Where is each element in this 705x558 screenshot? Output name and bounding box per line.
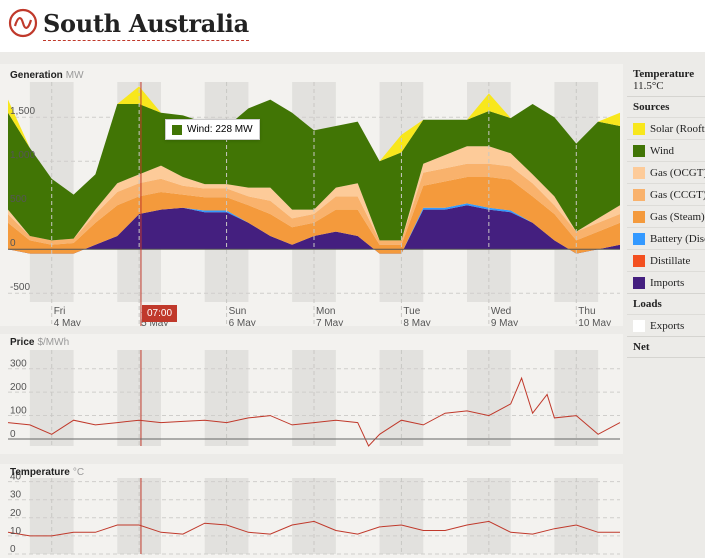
y-tick-label: 500 — [10, 194, 27, 205]
x-tick-date: 8 May — [403, 318, 430, 326]
y-tick-label: 30 — [10, 490, 22, 501]
legend-label: Gas (Steam) — [650, 210, 705, 223]
price-title-text: Price — [10, 337, 35, 348]
legend-label: Gas (CCGT) — [650, 188, 705, 201]
generation-title-text: Generation — [10, 70, 63, 81]
x-tick-day: Sun — [229, 306, 247, 317]
x-tick-day: Thu — [578, 306, 595, 317]
y-tick-label: -500 — [10, 282, 30, 293]
line-temperature[interactable] — [7, 520, 620, 537]
line-price[interactable] — [7, 376, 621, 447]
y-tick-label: 200 — [10, 382, 27, 393]
legend-source-battery-discharging[interactable]: Battery (Discharging) — [627, 227, 705, 249]
legend-net-heading: Net — [633, 341, 650, 353]
legend-temperature-value: 11.5°C — [633, 80, 664, 92]
price-chart-title: Price $/MWh — [10, 337, 69, 348]
legend-label: Solar (Rooftop) — [650, 122, 705, 135]
y-tick-label: 0 — [10, 238, 16, 249]
x-tick-date: 7 May — [316, 318, 343, 326]
x-tick-day: Mon — [316, 306, 335, 317]
tooltip-text: Wind: 228 MW — [187, 124, 253, 135]
price-chart-panel: 300 200 100 0 Price $/MWh — [0, 334, 623, 454]
legend-loads-heading: Loads — [633, 298, 662, 310]
y-tick-label: 20 — [10, 508, 22, 519]
x-tick-date: 5 May — [141, 318, 168, 326]
legend-swatch — [633, 144, 645, 157]
legend-sources-heading: Sources — [633, 101, 670, 113]
x-tick-day: Fri — [54, 306, 66, 317]
legend-source-imports[interactable]: Imports — [627, 271, 705, 293]
temperature-title-text: Temperature — [10, 467, 70, 478]
legend-source-gas-ocgt[interactable]: Gas (OCGT) — [627, 161, 705, 183]
legend-source-gas-steam[interactable]: Gas (Steam) — [627, 205, 705, 227]
legend-sources-list: Solar (Rooftop) Wind Gas (OCGT) Gas (CCGT) G… — [627, 117, 705, 293]
legend-label: Gas (OCGT) — [650, 166, 705, 179]
x-tick-day: Wed — [491, 306, 511, 317]
area-gas-ocgt[interactable] — [8, 146, 620, 241]
temperature-unit: °C — [72, 467, 85, 478]
legend-swatch — [633, 210, 645, 223]
legend-label: Imports — [650, 276, 685, 289]
legend-label: Wind — [650, 144, 674, 157]
temperature-chart-title: Temperature °C — [10, 467, 84, 478]
y-tick-label: 300 — [10, 359, 27, 370]
cursor-time-badge: 07:00 — [142, 305, 178, 322]
legend-swatch — [633, 254, 645, 267]
temperature-chart-panel: 40 30 20 10 0 Temperature °C — [0, 464, 623, 558]
legend-source-solar-rooftop[interactable]: Solar (Rooftop) — [627, 117, 705, 139]
price-chart[interactable]: 300 200 100 0 — [0, 334, 623, 454]
legend-label: Battery (Discharging) — [650, 232, 705, 245]
page-header: South Australia — [0, 0, 705, 52]
legend-swatch — [633, 188, 645, 201]
logo-icon[interactable] — [8, 8, 38, 38]
hover-tooltip: Wind: 228 MW — [165, 119, 260, 140]
page-title[interactable]: South Australia — [43, 8, 249, 41]
legend-loads-list: Exports — [627, 314, 705, 336]
area-gas-steam[interactable] — [8, 177, 620, 254]
y-tick-label: 100 — [10, 406, 27, 417]
x-tick-date: 4 May — [54, 318, 81, 326]
x-tick-date: 9 May — [491, 318, 518, 326]
y-tick-label: 1,500 — [10, 106, 35, 117]
y-tick-label: 0 — [10, 544, 16, 555]
area-gas-ccgt[interactable] — [8, 163, 620, 245]
legend-swatch — [633, 166, 645, 179]
area-imports[interactable] — [8, 205, 620, 254]
legend-swatch — [633, 122, 645, 135]
legend-swatch — [633, 276, 645, 289]
legend-swatch — [633, 319, 645, 332]
y-tick-label: 10 — [10, 526, 22, 537]
legend-load-exports[interactable]: Exports — [627, 314, 705, 336]
x-tick-date: 10 May — [578, 318, 611, 326]
x-tick-date: 6 May — [229, 318, 256, 326]
generation-unit: MW — [65, 70, 84, 81]
legend-label: Distillate — [650, 254, 691, 267]
legend-source-wind[interactable]: Wind — [627, 139, 705, 161]
y-tick-label: 1,000 — [10, 150, 35, 161]
legend-source-gas-ccgt[interactable]: Gas (CCGT) — [627, 183, 705, 205]
legend-temperature-heading: Temperature — [633, 68, 695, 80]
tooltip-swatch — [172, 124, 182, 135]
temperature-chart[interactable]: 40 30 20 10 0 — [0, 464, 623, 558]
x-tick-day: Tue — [403, 306, 420, 317]
legend-label: Exports — [650, 319, 685, 332]
legend-source-distillate[interactable]: Distillate — [627, 249, 705, 271]
legend-panel: Temperature 11.5°C Sources Solar (Roofto… — [627, 64, 705, 558]
legend-swatch — [633, 232, 645, 245]
price-unit: $/MWh — [37, 337, 70, 348]
y-tick-label: 0 — [10, 429, 16, 440]
y-tick-label: 40 — [10, 472, 22, 483]
generation-chart-title: Generation MW — [10, 70, 84, 81]
